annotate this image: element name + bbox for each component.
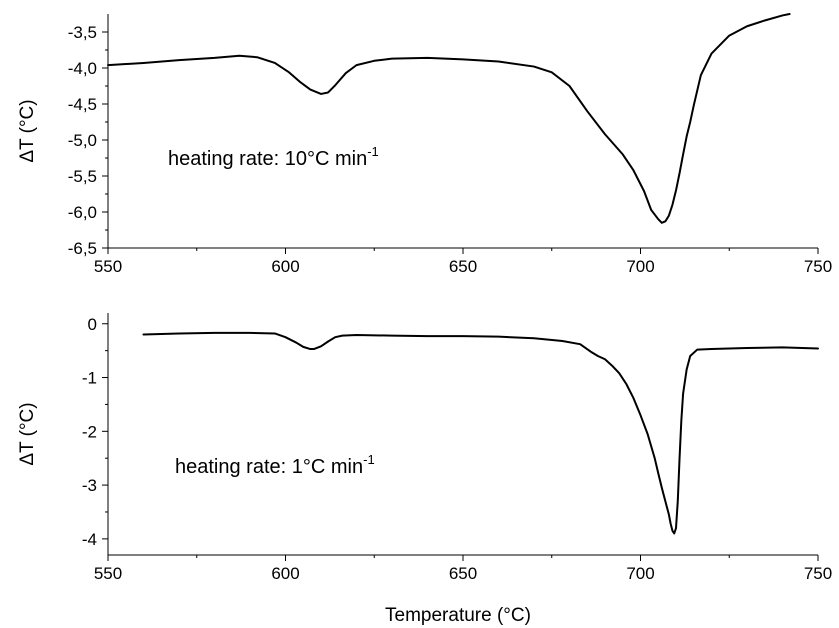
bottom-x-tick-label: 550 [94, 564, 122, 583]
bottom-y-tick-label: -2 [82, 422, 97, 441]
bottom-series-line-0 [142, 331, 819, 535]
bottom-heating-rate-annotation: heating rate: 1°C min-1 [175, 452, 375, 478]
top-y-tick-label: -3,5 [68, 23, 97, 42]
bottom-y-tick-label: 0 [88, 315, 97, 334]
top-y-tick-label: -4,0 [68, 59, 97, 78]
top-y-tick-label: -4,5 [68, 95, 97, 114]
chart-bottom-heating-rate-1: 550 600 650 700 750 -4 -3 -2 -1 0 ΔT (°C) Temperatu… [17, 313, 832, 626]
top-x-tick-label: 650 [449, 257, 477, 276]
top-y-tick-label: -6,5 [68, 239, 97, 258]
bottom-y-axis-title: ΔT (°C) [17, 402, 38, 465]
bottom-x-tick-label: 600 [271, 564, 299, 583]
top-x-tick-label: 550 [94, 257, 122, 276]
top-x-tick-label: 700 [626, 257, 654, 276]
bottom-annotation-superscript: -1 [363, 452, 375, 467]
top-annotation-superscript: -1 [367, 144, 379, 159]
bottom-annotation-text: heating rate: 1°C min [175, 456, 363, 478]
top-y-tick-label: -5,5 [68, 167, 97, 186]
top-series-line-0 [107, 13, 791, 224]
bottom-x-tick-label: 650 [449, 564, 477, 583]
top-y-axis-title: ΔT (°C) [17, 99, 38, 162]
top-x-tick-label: 750 [804, 257, 832, 276]
bottom-y-tick-label: -4 [82, 530, 97, 549]
top-x-tick-label: 600 [271, 257, 299, 276]
top-heating-rate-annotation: heating rate: 10°C min-1 [168, 144, 379, 170]
bottom-x-axis-title: Temperature (°C) [385, 605, 531, 626]
top-y-tick-label: -6,0 [68, 203, 97, 222]
bottom-x-tick-label: 750 [804, 564, 832, 583]
bottom-y-tick-label: -1 [82, 369, 97, 388]
chart-top-heating-rate-10: 550 600 650 700 750 -6,5 -6,0 -5,5 -5,0 -4,5 -4,0 -… [17, 13, 832, 276]
top-y-tick-label: -5,0 [68, 131, 97, 150]
bottom-x-tick-label: 700 [626, 564, 654, 583]
top-annotation-text: heating rate: 10°C min [168, 148, 367, 170]
bottom-y-tick-label: -3 [82, 476, 97, 495]
